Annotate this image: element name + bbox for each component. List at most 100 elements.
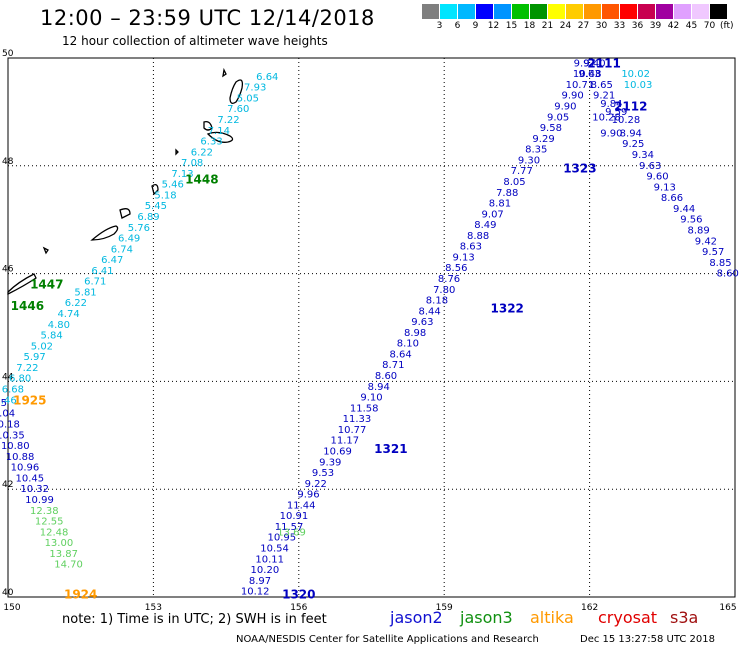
wave-height-value: 6.33: [200, 137, 222, 148]
wave-height-value: 5.76: [128, 223, 150, 234]
track-time-label: 1323: [563, 161, 596, 175]
wave-height-value: 10.91: [280, 511, 309, 522]
wave-height-value: 7.14: [208, 126, 230, 137]
wave-height-value: 9.05: [547, 112, 569, 123]
wave-height-value: 7.60: [227, 104, 249, 115]
plot-frame: [7, 57, 736, 598]
color-scale-label: 36: [631, 21, 644, 31]
track-time-label: 1925: [13, 393, 46, 407]
wave-height-value: 10.28: [592, 112, 621, 123]
wave-height-value: 9.57: [702, 247, 724, 258]
color-swatch: [692, 4, 709, 19]
wave-height-value: 10.12: [241, 587, 270, 598]
wave-height-value: 8.98: [404, 328, 426, 339]
color-swatch: [458, 4, 475, 19]
track-time-label: 1447: [30, 277, 63, 291]
wave-height-value: 8.44: [419, 306, 441, 317]
color-swatch: [422, 4, 439, 19]
wave-height-value: 10.69: [323, 446, 352, 457]
credit-line: NOAA/NESDIS Center for Satellite Applica…: [236, 634, 539, 645]
wave-height-value: 11.58: [350, 403, 379, 414]
wave-height-value: 9.10: [360, 393, 382, 404]
x-tick-label: 162: [581, 603, 598, 613]
coastline: [203, 120, 213, 131]
wave-height-value: 8.76: [438, 274, 460, 285]
wave-height-value: 10.95: [268, 533, 297, 544]
satellite-altika: altika: [530, 608, 574, 627]
wave-height-value: 14.70: [54, 560, 83, 571]
wave-height-value: 8.35: [525, 145, 547, 156]
coastline: [206, 131, 234, 143]
wave-height-value: 9.59: [605, 107, 627, 118]
wave-height-value: 4.80: [48, 320, 70, 331]
wave-height-value: 10.99: [25, 495, 54, 506]
wave-height-value: 9.63: [411, 317, 433, 328]
color-swatch: [512, 4, 529, 19]
y-tick-label: 46: [2, 265, 14, 275]
coastline: [222, 67, 227, 78]
wave-height-value: 8.63: [460, 242, 482, 253]
page-title: 12:00 – 23:59 UTC 12/14/2018: [40, 6, 375, 30]
wave-height-value: 10.45: [15, 473, 44, 484]
track-time-label: 2112: [614, 100, 647, 114]
wave-height-value: 11.17: [331, 436, 360, 447]
wave-height-value: 9.90: [562, 91, 584, 102]
wave-height-value: 4.74: [57, 309, 79, 320]
wave-height-value: 10.02: [621, 69, 650, 80]
color-swatch: [476, 4, 493, 19]
color-swatch: [656, 4, 673, 19]
wave-height-value: 7.13: [171, 169, 193, 180]
wave-height-value: 9.13: [654, 182, 676, 193]
wave-height-value: 8.60: [717, 269, 739, 280]
color-swatch: [710, 4, 727, 19]
wave-height-value: 8.94: [368, 382, 390, 393]
satellite-cryosat: cryosat: [598, 608, 658, 627]
wave-height-value: 8.81: [489, 199, 511, 210]
track-time-label: 2111: [587, 56, 620, 70]
y-tick-label: 44: [2, 372, 14, 382]
wave-height-value: 10.96: [11, 463, 40, 474]
color-scale-label: 30: [595, 21, 608, 31]
wave-height-value: 10.77: [338, 425, 367, 436]
coastline: [151, 184, 159, 196]
wave-height-value: 5.02: [31, 341, 53, 352]
color-scale-label: 21: [541, 21, 554, 31]
page-subtitle: 12 hour collection of altimeter wave hei…: [62, 34, 328, 48]
wave-height-value: 9.30: [518, 155, 540, 166]
coastline: [119, 208, 131, 219]
wave-height-value: 9.22: [305, 479, 327, 490]
footer-note: note: 1) Time is in UTC; 2) SWH is in fe…: [62, 612, 327, 627]
wave-height-value: 9.13: [452, 252, 474, 263]
wave-height-value: 7.22: [16, 363, 38, 374]
wave-height-value: 13.87: [49, 549, 78, 560]
wave-height-value: 9.53: [312, 468, 334, 479]
wave-height-value: 9.63: [578, 69, 600, 80]
wave-height-value: 8.66: [661, 193, 683, 204]
color-scale-label: 15: [505, 21, 518, 31]
wave-height-value: 10.20: [251, 565, 280, 576]
wave-height-value: 10.28: [612, 115, 641, 126]
color-scale-label: 39: [649, 21, 662, 31]
wave-height-value: 6.80: [9, 374, 31, 385]
coastline: [175, 148, 179, 156]
color-scale-label: 45: [685, 21, 698, 31]
color-swatch: [584, 4, 601, 19]
track-time-label: 1322: [491, 302, 524, 316]
wave-height-value: 9.21: [593, 91, 615, 102]
wave-height-value: 8.71: [382, 360, 404, 371]
wave-height-value: 7.46: [0, 395, 17, 406]
coastline: [90, 225, 119, 241]
color-scale-label: 24: [559, 21, 572, 31]
wave-height-value: 9.07: [482, 209, 504, 220]
color-swatch: [566, 4, 583, 19]
wave-height-value: 6.41: [91, 266, 113, 277]
track-time-label: 1924: [64, 587, 97, 601]
coastline: [7, 273, 37, 296]
color-swatch: [674, 4, 691, 19]
wave-height-value: 6.64: [256, 72, 278, 83]
color-swatch: [440, 4, 457, 19]
color-swatch: [530, 4, 547, 19]
wave-height-value: 12.48: [40, 527, 69, 538]
wave-height-value: 9.40: [583, 58, 605, 69]
